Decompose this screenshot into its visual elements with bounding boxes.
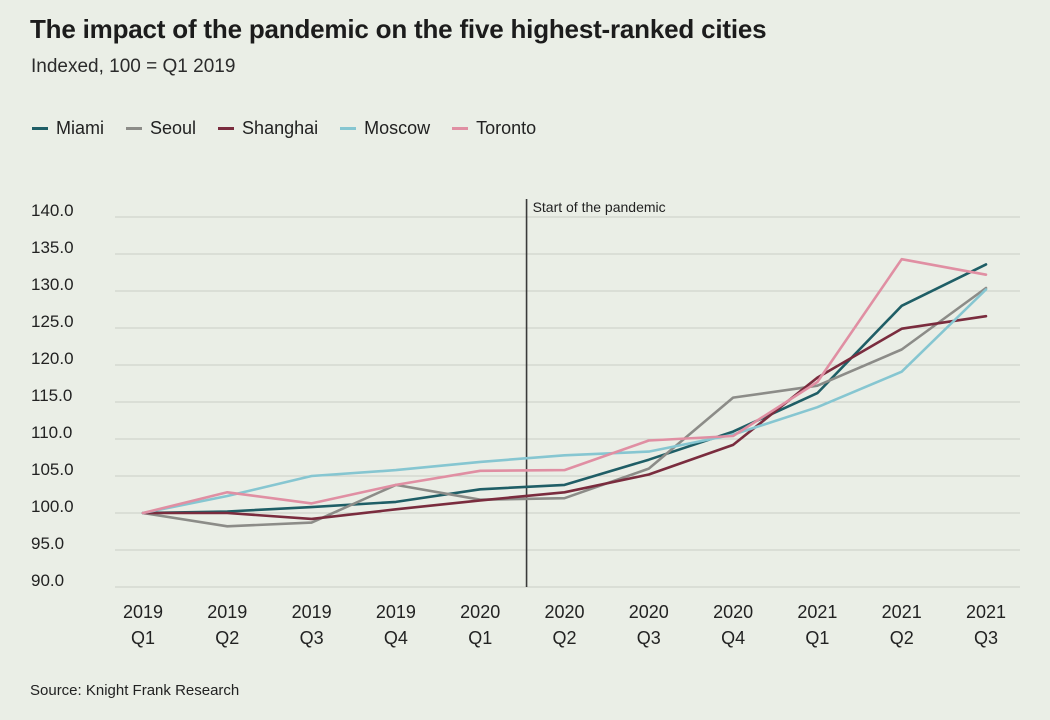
x-tick-label: Q2 [552, 628, 576, 648]
legend-label-shanghai: Shanghai [242, 118, 319, 138]
legend-item-shanghai: Shanghai [218, 118, 318, 139]
x-tick-label: Q4 [721, 628, 745, 648]
series-line-miami [141, 263, 988, 515]
y-tick-label: 115.0 [31, 386, 72, 405]
x-tick-label: 2020 [629, 602, 669, 622]
series-line-shanghai [141, 314, 988, 521]
series-line-seoul [141, 286, 988, 528]
y-tick-label: 125.0 [31, 312, 74, 331]
x-tick-label: Q2 [215, 628, 239, 648]
x-tick-label: Q3 [974, 628, 998, 648]
pandemic-start-label: Start of the pandemic [533, 199, 666, 215]
x-tick-label: Q1 [805, 628, 829, 648]
chart-title: The impact of the pandemic on the five h… [30, 14, 767, 44]
y-tick-label: 135.0 [31, 238, 74, 257]
y-tick-label: 120.0 [31, 349, 74, 368]
x-tick-label: 2020 [713, 602, 753, 622]
legend-item-moscow: Moscow [340, 118, 430, 139]
legend-item-miami: Miami [32, 118, 104, 139]
y-tick-label: 105.0 [31, 460, 74, 479]
x-tick-label: 2021 [797, 602, 837, 622]
x-tick-label: 2019 [292, 602, 332, 622]
x-tick-label: 2019 [207, 602, 247, 622]
x-tick-label: Q1 [131, 628, 155, 648]
x-tick-label: Q3 [637, 628, 661, 648]
x-tick-label: Q1 [468, 628, 492, 648]
legend-label-moscow: Moscow [364, 118, 431, 138]
y-tick-label: 130.0 [31, 275, 74, 294]
x-tick-label: Q3 [300, 628, 324, 648]
series-line-toronto [141, 257, 988, 515]
x-tick-label: 2020 [460, 602, 500, 622]
source-note: Source: Knight Frank Research [30, 682, 240, 699]
series-line-moscow [141, 288, 988, 515]
x-tick-label: Q4 [384, 628, 408, 648]
x-tick-label: 2019 [123, 602, 163, 622]
chart-subtitle: Indexed, 100 = Q1 2019 [31, 56, 236, 77]
y-tick-label: 95.0 [31, 534, 64, 553]
x-tick-label: 2021 [966, 602, 1006, 622]
x-tick-label: 2020 [544, 602, 584, 622]
x-tick-label: Q2 [890, 628, 914, 648]
x-tick-label: 2021 [882, 602, 922, 622]
legend-item-toronto: Toronto [452, 118, 536, 139]
legend-swatch-shanghai [218, 127, 235, 130]
y-tick-label: 90.0 [31, 571, 64, 590]
legend-swatch-toronto [452, 127, 469, 130]
legend-swatch-miami [32, 127, 48, 130]
legend-label-miami: Miami [56, 118, 104, 138]
y-tick-label: 110.0 [31, 423, 72, 442]
legend-label-toronto: Toronto [476, 118, 537, 138]
y-tick-label: 140.0 [31, 201, 74, 220]
x-tick-label: 2019 [376, 602, 416, 622]
legend-swatch-moscow [340, 127, 357, 130]
legend-item-seoul: Seoul [126, 118, 196, 139]
chart-legend: Miami Seoul Shanghai Moscow Toronto [32, 118, 536, 139]
y-tick-label: 100.0 [31, 497, 74, 516]
legend-label-seoul: Seoul [150, 118, 197, 138]
legend-swatch-seoul [126, 127, 142, 130]
